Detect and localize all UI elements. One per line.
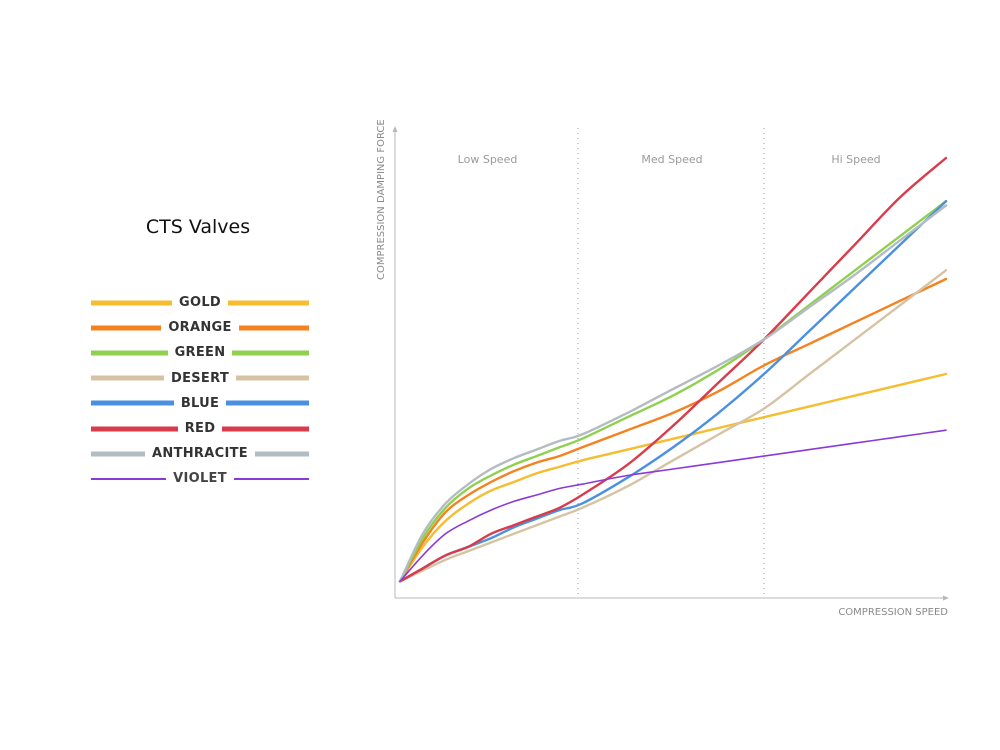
x-axis-arrow [943,595,949,601]
y-axis-arrow [392,126,398,132]
legend-label-anthracite: ANTHRACITE [145,446,255,462]
series-line-orange [398,277,948,583]
region-label-low-speed: Low Speed [458,153,518,166]
legend-label-violet: VIOLET [166,471,234,487]
legend-label-green: GREEN [167,345,233,361]
legend-label-gold: GOLD [172,295,228,311]
legend-label-orange: ORANGE [161,320,239,336]
legend-item-anthracite: ANTHRACITE [91,441,309,466]
legend-label-blue: BLUE [173,395,227,411]
region-label-hi-speed: Hi Speed [831,153,880,166]
legend: GOLD ORANGE GREEN DESERT BLUE RED ANTHRACITE VI… [91,290,309,492]
region-label-med-speed: Med Speed [641,153,702,166]
legend-label-desert: DESERT [163,370,236,386]
legend-item-orange: ORANGE [91,315,309,340]
legend-label-red: RED [177,421,223,437]
series-line-blue [398,200,948,583]
legend-item-blue: BLUE [91,391,309,416]
legend-item-red: RED [91,416,309,441]
legend-item-desert: DESERT [91,366,309,391]
x-axis-label: COMPRESSION SPEED [838,607,948,618]
series-line-desert [398,269,948,583]
legend-item-violet: VIOLET [91,466,309,491]
series-line-red [398,156,948,583]
series-line-anthracite [398,204,948,583]
series-line-green [398,200,948,583]
legend-item-gold: GOLD [91,290,309,315]
legend-item-green: GREEN [91,340,309,365]
chart-title: CTS Valves [145,216,251,238]
series-line-violet [399,429,947,583]
y-axis-label: COMPRESSION DAMPING FORCE [376,119,387,280]
series-line-gold [398,372,948,583]
